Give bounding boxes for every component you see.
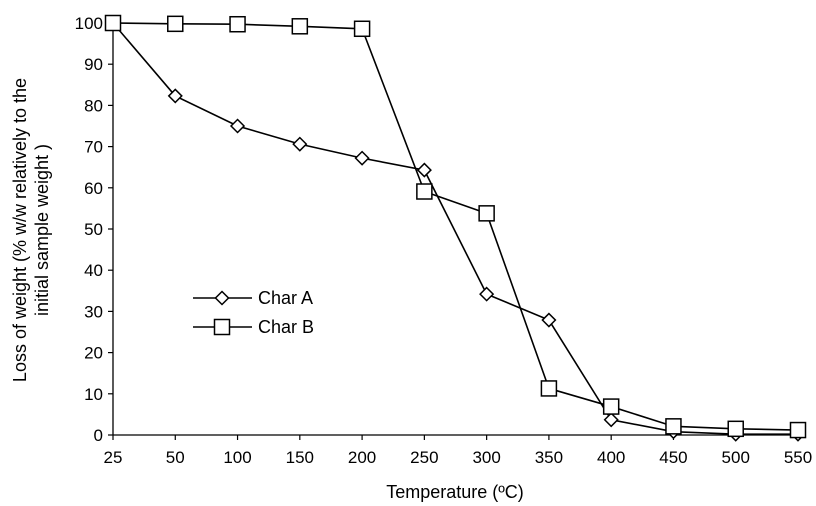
diamond-marker bbox=[479, 286, 495, 302]
diamond-marker bbox=[603, 412, 619, 428]
x-tick-label: 450 bbox=[659, 448, 687, 467]
y-tick-label: 0 bbox=[94, 426, 103, 445]
y-tick-label: 80 bbox=[84, 96, 103, 115]
legend-item: Char B bbox=[193, 317, 314, 337]
legend-label: Char A bbox=[258, 288, 313, 308]
x-tick-label: 25 bbox=[104, 448, 123, 467]
x-ticks: 25 50 100 150 200 250 300 350 400 450 500 550 bbox=[104, 435, 812, 467]
y-axis-title: Loss of weight (% w/w relatively to the … bbox=[10, 78, 52, 382]
series-char-a bbox=[105, 15, 806, 442]
series-layer bbox=[104, 14, 807, 442]
square-marker bbox=[540, 380, 558, 397]
square-marker bbox=[789, 421, 807, 439]
y-axis-title-line-2: initial sample weight ) bbox=[32, 144, 52, 316]
series-line bbox=[112, 22, 798, 435]
y-tick-label: 40 bbox=[84, 261, 103, 280]
y-tick-label: 30 bbox=[84, 302, 103, 321]
x-tick-label: 100 bbox=[223, 448, 251, 467]
square-marker bbox=[416, 183, 433, 200]
square-marker bbox=[727, 420, 744, 438]
legend-item: Char A bbox=[193, 288, 313, 308]
axes bbox=[112, 23, 798, 436]
x-tick-label: 500 bbox=[722, 448, 750, 467]
y-axis-title-line-1: Loss of weight (% w/w relatively to the bbox=[10, 78, 30, 382]
diamond-marker bbox=[292, 136, 308, 152]
x-tick-label: 550 bbox=[784, 448, 812, 467]
square-marker bbox=[104, 14, 122, 32]
square-marker bbox=[291, 18, 309, 35]
diamond-marker bbox=[541, 312, 557, 328]
y-tick-label: 90 bbox=[84, 55, 103, 74]
series-char-b bbox=[104, 14, 807, 439]
x-tick-label: 350 bbox=[535, 448, 563, 467]
square-marker bbox=[478, 205, 495, 222]
square-marker bbox=[602, 398, 620, 415]
y-tick-label: 100 bbox=[75, 14, 103, 33]
diamond-marker bbox=[167, 88, 183, 104]
y-ticks: 0 10 20 30 40 50 60 70 80 90 100 bbox=[75, 14, 113, 445]
square-marker bbox=[229, 15, 246, 33]
square-marker bbox=[665, 418, 682, 435]
y-tick-label: 60 bbox=[84, 179, 103, 198]
x-tick-label: 50 bbox=[166, 448, 185, 467]
square-marker bbox=[167, 15, 184, 33]
legend-diamond-marker bbox=[214, 290, 230, 306]
y-tick-label: 20 bbox=[84, 344, 103, 363]
legend-square-marker bbox=[213, 318, 231, 336]
legend: Char A Char B bbox=[193, 288, 314, 337]
x-tick-label: 200 bbox=[348, 448, 376, 467]
y-tick-label: 70 bbox=[84, 138, 103, 157]
y-tick-label: 50 bbox=[84, 220, 103, 239]
x-tick-label: 400 bbox=[597, 448, 625, 467]
legend-label: Char B bbox=[258, 317, 314, 337]
square-marker bbox=[353, 20, 371, 38]
diamond-marker bbox=[229, 118, 246, 134]
x-tick-label: 150 bbox=[286, 448, 314, 467]
diamond-marker bbox=[354, 150, 370, 166]
y-tick-label: 10 bbox=[84, 385, 103, 404]
x-tick-label: 250 bbox=[410, 448, 438, 467]
x-axis-title: Temperature (ºC) bbox=[386, 482, 524, 502]
diamond-marker bbox=[416, 162, 432, 178]
series-line bbox=[112, 22, 799, 431]
x-tick-label: 300 bbox=[472, 448, 500, 467]
